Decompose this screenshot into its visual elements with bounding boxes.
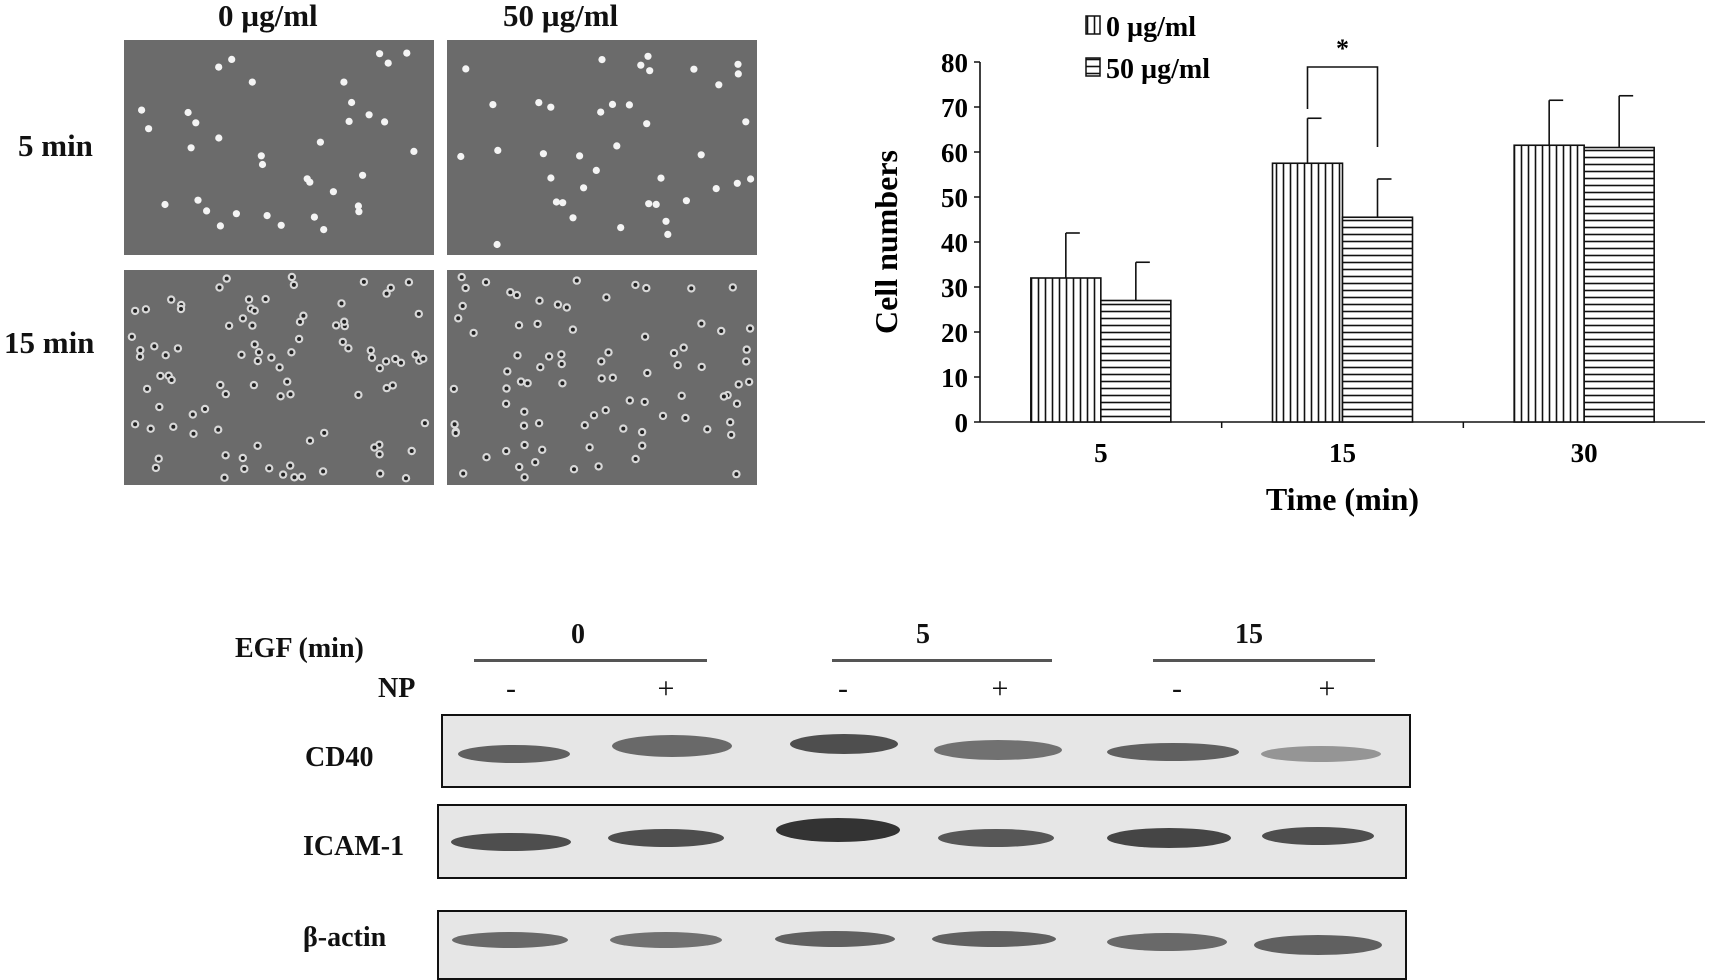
- row-label-15min: 15 min: [4, 325, 95, 360]
- y-tick-label-30: 30: [941, 273, 968, 303]
- legend-swatch-control: [1085, 15, 1101, 35]
- group-line-5: [832, 659, 1052, 662]
- np-sign-1: -: [506, 672, 516, 705]
- egf-group-5: 5: [916, 619, 930, 650]
- group-line-0: [474, 659, 707, 662]
- micrograph-50ug-15min: [447, 270, 757, 485]
- legend-swatch-np: [1085, 57, 1101, 77]
- np-sign-6: +: [1318, 672, 1336, 705]
- x-tick-label-30: 30: [1571, 438, 1598, 468]
- np-label: NP: [378, 673, 416, 704]
- np-sign-3: -: [838, 672, 848, 705]
- y-tick-label-60: 60: [941, 138, 968, 168]
- x-axis-label: Time (min): [1266, 481, 1419, 517]
- cell-numbers-bar-chart: 0 10 20 30 40 50 60 70 80 5 15 * 30 Time (min) Cell nu…: [868, 12, 1705, 517]
- bar-control-30: [1513, 144, 1585, 423]
- blot-icam1: [437, 804, 1407, 879]
- y-axis-label: Cell numbers: [868, 150, 904, 334]
- y-tick-label-40: 40: [941, 228, 968, 258]
- row-label-5min: 5 min: [18, 128, 93, 163]
- legend-label-control: 0 µg/ml: [1106, 12, 1196, 43]
- micrograph-50ug-5min: [447, 40, 757, 255]
- egf-group-15: 15: [1235, 619, 1263, 650]
- bar-np-15: [1341, 216, 1414, 423]
- blot-label-icam1: ICAM-1: [303, 831, 405, 862]
- micrograph-0ug-5min: [124, 40, 434, 255]
- blot-beta-actin: [437, 910, 1407, 980]
- bar-control-5: [1030, 277, 1102, 423]
- y-tick-label-20: 20: [941, 318, 968, 348]
- legend-label-np: 50 µg/ml: [1106, 54, 1210, 85]
- bar-np-30: [1583, 146, 1655, 423]
- y-tick-label-70: 70: [941, 93, 968, 123]
- blot-label-beta-actin: β-actin: [303, 922, 387, 953]
- significance-bracket: [1306, 66, 1379, 147]
- group-line-15: [1153, 659, 1375, 662]
- x-tick-label-5: 5: [1094, 438, 1108, 468]
- column-label-0: 0 µg/ml: [218, 0, 318, 33]
- egf-group-0: 0: [571, 619, 585, 650]
- y-tick-label-10: 10: [941, 363, 968, 393]
- np-sign-2: +: [657, 672, 675, 705]
- y-tick-label-80: 80: [941, 48, 968, 78]
- column-label-50: 50 µg/ml: [503, 0, 619, 33]
- blot-label-cd40: CD40: [305, 742, 374, 773]
- np-sign-5: -: [1172, 672, 1182, 705]
- significance-star: *: [1336, 34, 1349, 63]
- y-tick-label-50: 50: [941, 183, 968, 213]
- bar-control-15: [1271, 162, 1344, 423]
- x-tick-label-15: 15: [1329, 438, 1356, 468]
- egf-label: EGF (min): [235, 633, 364, 664]
- y-tick-label-0: 0: [955, 408, 969, 438]
- np-sign-4: +: [991, 672, 1009, 705]
- micrograph-0ug-15min: [124, 270, 434, 485]
- bar-np-5: [1100, 299, 1172, 423]
- blot-cd40: [441, 714, 1411, 788]
